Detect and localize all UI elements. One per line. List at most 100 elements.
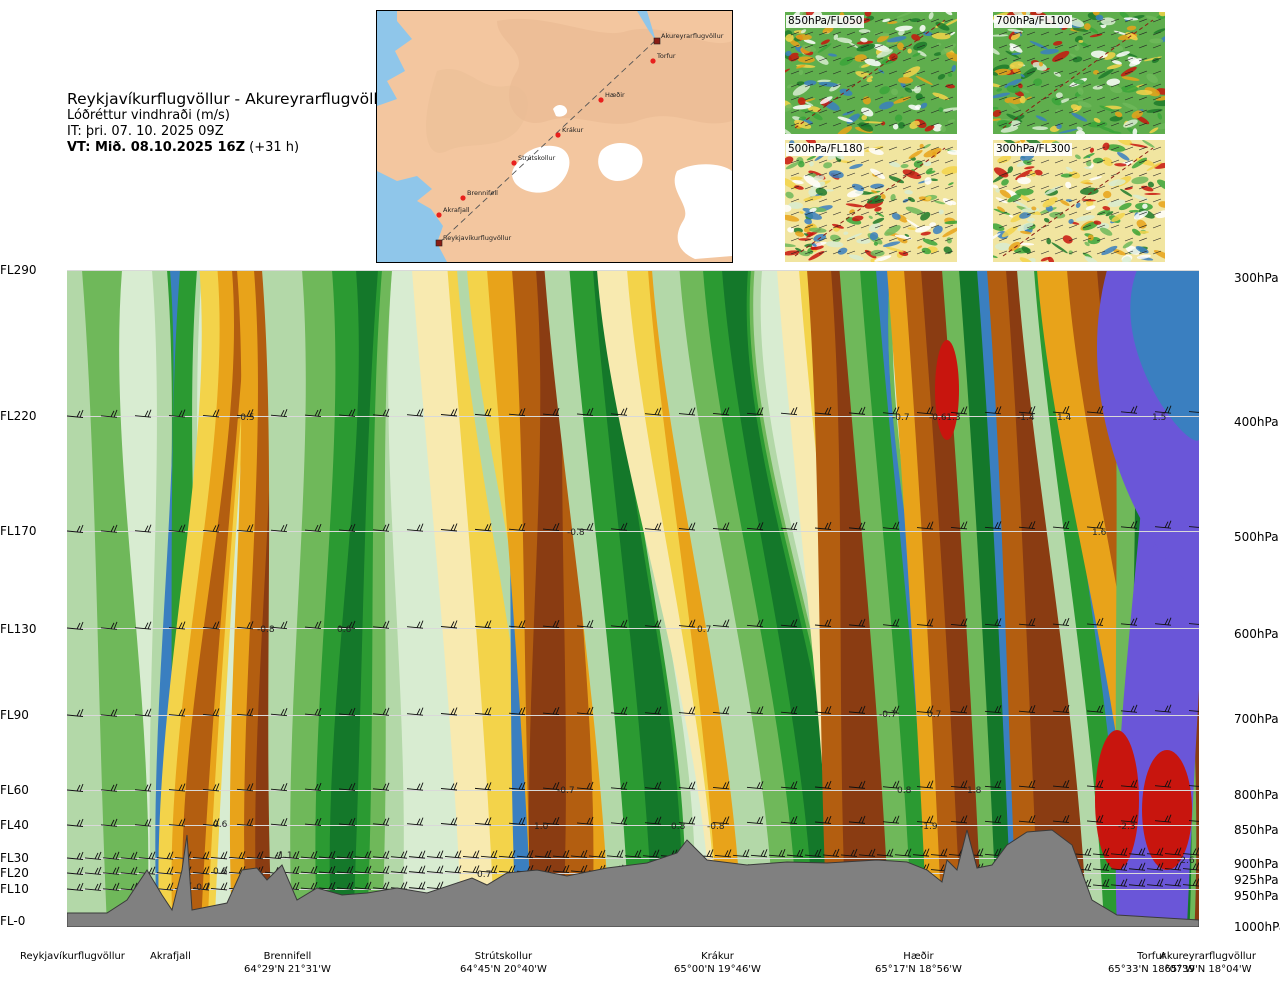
thumbnail-field-patch — [882, 18, 891, 23]
thumbnail-field-patch — [1046, 238, 1052, 245]
wind-barb-feather — [484, 621, 489, 628]
wind-barb-feather — [493, 865, 498, 873]
thumbnail-wind-barb — [930, 250, 940, 255]
wind-barb-feather — [994, 407, 999, 414]
wind-barb-feather — [1141, 847, 1146, 856]
wind-barb-feather — [212, 410, 217, 417]
wind-barb-feather — [1062, 705, 1067, 713]
thumbnail-wind-barb — [930, 57, 940, 62]
thumbnail-wind-barb — [1096, 109, 1106, 114]
wind-barb-feather — [722, 620, 727, 627]
thumbnail-wind-barb — [944, 70, 954, 75]
thumbnail-field-patch — [942, 198, 953, 206]
wind-barb-feather — [790, 522, 795, 530]
wind-barb-feather — [400, 851, 405, 858]
wind-barb-feather — [151, 851, 156, 860]
thumbnail-wind-barb — [930, 83, 940, 88]
thumbnail-wind-barb — [1138, 211, 1148, 216]
thumbnail-field-patch — [1119, 12, 1130, 19]
wind-barb-feather — [929, 705, 934, 714]
thumbnail-wind-barb — [832, 57, 842, 62]
thumbnail-label: 850hPa/FL050 — [786, 15, 865, 28]
thumbnail-850hpa[interactable]: 850hPa/FL050 — [785, 12, 957, 134]
thumbnail-wind-barb — [874, 146, 884, 151]
thumbnail-field-patch — [947, 149, 957, 155]
thumbnail-700hpa[interactable]: 700hPa/FL100 — [993, 12, 1165, 134]
wind-barb-feather — [518, 783, 523, 790]
thumbnail-wind-barb — [860, 237, 870, 242]
thumbnail-field-patch — [1118, 202, 1132, 211]
thumbnail-300hpa[interactable]: 300hPa/FL300 — [993, 140, 1165, 262]
thumbnail-field-patch — [890, 193, 896, 202]
wind-barb-feather — [94, 867, 99, 875]
wind-barb-feather — [382, 524, 387, 531]
wind-barb-feather — [518, 409, 523, 416]
wind-barb-feather — [657, 706, 662, 715]
thumbnail-wind-barb — [1068, 31, 1078, 36]
wind-barb-feather — [623, 816, 628, 825]
map-land-shade — [497, 18, 732, 124]
thumbnail-wind-barb — [1124, 122, 1134, 127]
wind-barb-feather — [725, 619, 730, 627]
wind-barb-feather — [1133, 704, 1138, 713]
wind-barb-feather — [238, 852, 243, 859]
thumbnail-500hpa[interactable]: 500hPa/FL180 — [785, 140, 957, 262]
thumbnail-wind-barb — [1012, 31, 1022, 36]
thumbnail-field-patch — [923, 148, 942, 158]
thumbnail-field-patch — [785, 34, 794, 42]
thumbnail-wind-barb — [1082, 31, 1092, 36]
thumbnail-field-patch — [897, 42, 904, 51]
thumbnail-field-patch — [1020, 140, 1026, 143]
thumbnail-field-patch — [805, 140, 817, 145]
thumbnail-field-patch — [1124, 186, 1133, 191]
rising-motion-band — [447, 270, 531, 927]
thumbnail-field-patch — [1021, 12, 1027, 16]
thumbnail-wind-barb — [790, 44, 800, 49]
wind-barb-feather — [351, 707, 356, 716]
wind-barb-feather — [892, 619, 897, 626]
thumbnail-wind-barb — [804, 57, 814, 62]
thumbnail-wind-barb — [998, 83, 1008, 88]
wind-barb-feather — [94, 883, 99, 891]
thumbnail-field-patch — [797, 160, 805, 168]
wind-barb-feather — [484, 409, 489, 416]
wind-barb-feather — [521, 620, 526, 628]
thumbnail-field-patch — [993, 106, 999, 110]
wind-barb-feather — [1167, 617, 1172, 626]
thumbnail-wind-barb — [1040, 57, 1050, 62]
thumbnail-field-patch — [1156, 179, 1165, 191]
wind-barb-feather — [249, 524, 254, 532]
thumbnail-wind-barb — [804, 172, 814, 177]
wind-barb-feather — [246, 784, 251, 791]
thumbnail-wind-barb — [790, 198, 800, 203]
thumbnail-field-patch — [1077, 101, 1092, 108]
thumbnail-field-patch — [1006, 113, 1023, 123]
wind-barb-feather — [403, 865, 408, 874]
thumbnail-field-patch — [891, 212, 901, 220]
chart-header: Reykjavíkurflugvöllur - Akureyrarflugvöl… — [67, 90, 394, 156]
thumbnail-wind-barb — [1138, 159, 1148, 164]
wind-barb-feather — [926, 619, 931, 626]
thumbnail-wind-barb — [1040, 70, 1050, 75]
wind-barb-feather — [215, 783, 220, 791]
wind-barb-feather — [249, 708, 254, 716]
thumbnail-wind-barb — [1054, 96, 1064, 101]
wind-barb-feather — [586, 817, 591, 825]
thumbnail-field-patch — [1055, 109, 1061, 113]
airport-marker — [653, 37, 661, 45]
thumbnail-wind-barb — [998, 122, 1008, 127]
thumbnail-wind-barb — [888, 198, 898, 203]
thumbnail-wind-barb — [888, 31, 898, 36]
thumbnail-wind-barb — [1124, 224, 1134, 229]
thumbnail-field-patch — [894, 114, 903, 122]
thumbnail-wind-barb — [944, 83, 954, 88]
thumbnail-wind-barb — [874, 122, 884, 127]
thumbnail-field-patch — [1158, 12, 1165, 17]
thumbnail-wind-barb — [860, 44, 870, 49]
wind-barb-feather — [246, 819, 251, 826]
thumbnail-field-patch — [1131, 228, 1141, 236]
wind-barb-feather — [963, 406, 968, 414]
thumbnail-wind-barb — [818, 224, 828, 229]
thumbnail-field-patch — [1132, 194, 1149, 201]
wind-barb-feather — [76, 852, 81, 860]
